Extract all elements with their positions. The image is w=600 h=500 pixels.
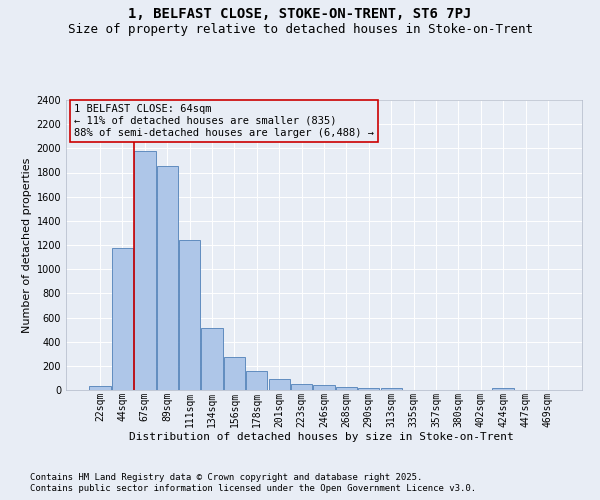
Bar (179, 240, 200, 390)
Bar (313, 385, 335, 390)
Bar (380, 388, 402, 390)
Text: Distribution of detached houses by size in Stoke-on-Trent: Distribution of detached houses by size … (128, 432, 514, 442)
Bar (269, 379, 290, 390)
Y-axis label: Number of detached properties: Number of detached properties (22, 158, 32, 332)
Text: Contains public sector information licensed under the Open Government Licence v3: Contains public sector information licen… (30, 484, 476, 493)
Text: 1 BELFAST CLOSE: 64sqm
← 11% of detached houses are smaller (835)
88% of semi-de: 1 BELFAST CLOSE: 64sqm ← 11% of detached… (74, 104, 374, 138)
Text: Size of property relative to detached houses in Stoke-on-Trent: Size of property relative to detached ho… (67, 22, 533, 36)
Bar (202, 328, 223, 390)
Bar (224, 357, 245, 390)
Bar (89, 386, 111, 390)
Bar (112, 248, 133, 390)
Bar (358, 388, 379, 390)
Bar (493, 388, 514, 390)
Text: Contains HM Land Registry data © Crown copyright and database right 2025.: Contains HM Land Registry data © Crown c… (30, 472, 422, 482)
Bar (134, 152, 155, 390)
Bar (246, 372, 268, 390)
Bar (336, 387, 357, 390)
Bar (291, 384, 312, 390)
Text: 1, BELFAST CLOSE, STOKE-ON-TRENT, ST6 7PJ: 1, BELFAST CLOSE, STOKE-ON-TRENT, ST6 7P… (128, 8, 472, 22)
Bar (157, 166, 178, 390)
